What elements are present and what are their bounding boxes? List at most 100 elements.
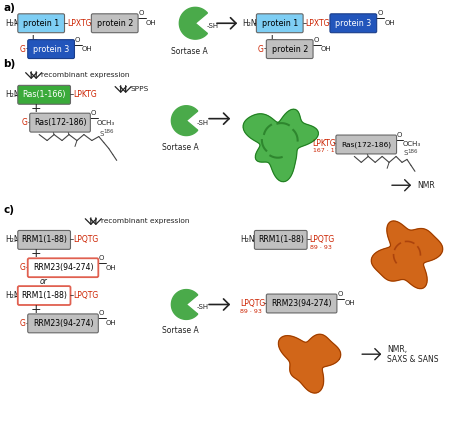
Text: –: – — [64, 19, 68, 28]
FancyBboxPatch shape — [266, 40, 313, 59]
Text: –: – — [70, 90, 74, 99]
Text: Ras(1-166): Ras(1-166) — [22, 90, 66, 99]
Text: S: S — [403, 151, 407, 156]
Text: H₂N: H₂N — [5, 90, 20, 99]
FancyBboxPatch shape — [28, 40, 74, 59]
FancyBboxPatch shape — [256, 14, 303, 33]
Text: SPPS: SPPS — [131, 86, 149, 92]
FancyBboxPatch shape — [28, 314, 98, 333]
Text: H₂N: H₂N — [242, 19, 256, 28]
Text: OH: OH — [384, 20, 395, 26]
Text: G: G — [19, 319, 25, 328]
Text: LPQTG: LPQTG — [73, 236, 98, 245]
FancyBboxPatch shape — [18, 286, 71, 305]
Text: OH: OH — [82, 46, 92, 52]
Text: c): c) — [3, 205, 14, 215]
Text: H₂N: H₂N — [240, 236, 255, 245]
Text: –: – — [90, 19, 94, 28]
Text: Sortase A: Sortase A — [162, 326, 199, 335]
FancyBboxPatch shape — [266, 294, 337, 313]
Text: –: – — [27, 118, 31, 127]
Text: or: or — [39, 277, 47, 286]
Text: –: – — [264, 45, 268, 54]
FancyBboxPatch shape — [330, 14, 377, 33]
Text: –: – — [302, 19, 307, 28]
Polygon shape — [172, 106, 198, 135]
Text: O: O — [397, 131, 402, 138]
Text: -SH: -SH — [197, 120, 209, 126]
Text: protein 3: protein 3 — [33, 45, 69, 54]
Text: O: O — [75, 37, 80, 43]
Text: OH: OH — [106, 320, 117, 326]
Text: OH: OH — [146, 20, 156, 26]
Text: O: O — [99, 310, 104, 316]
Text: -SH: -SH — [206, 23, 219, 29]
Text: NMR,: NMR, — [387, 345, 407, 354]
Text: Sortase A: Sortase A — [171, 47, 208, 56]
Text: protein 2: protein 2 — [272, 45, 308, 54]
Text: –: – — [25, 319, 29, 328]
Text: –: – — [264, 299, 268, 308]
FancyBboxPatch shape — [255, 231, 307, 249]
FancyBboxPatch shape — [30, 113, 91, 132]
Text: -SH: -SH — [197, 304, 209, 310]
Text: LPXTG: LPXTG — [306, 19, 330, 28]
FancyBboxPatch shape — [28, 258, 98, 277]
Text: protein 1: protein 1 — [262, 19, 298, 28]
Text: O: O — [91, 110, 96, 116]
Text: LPQTG: LPQTG — [310, 236, 335, 245]
Text: O: O — [138, 10, 144, 16]
Polygon shape — [278, 334, 341, 393]
Text: S: S — [100, 131, 104, 137]
Text: LPKTG: LPKTG — [312, 139, 337, 148]
Text: RRM23(94-274): RRM23(94-274) — [272, 299, 332, 308]
Text: 186: 186 — [407, 149, 418, 154]
Text: LPKTG: LPKTG — [73, 90, 97, 99]
Text: –: – — [328, 19, 333, 28]
Text: 89 · 93: 89 · 93 — [310, 245, 331, 250]
Text: OH: OH — [106, 265, 117, 271]
Text: RRM1(1-88): RRM1(1-88) — [21, 291, 67, 300]
Polygon shape — [179, 7, 208, 39]
Text: G: G — [19, 263, 25, 272]
Text: –: – — [25, 263, 29, 272]
Text: recombinant expression: recombinant expression — [101, 218, 189, 224]
Text: 186: 186 — [104, 129, 114, 134]
Text: O: O — [313, 37, 319, 43]
Text: +: + — [31, 303, 42, 316]
Text: O: O — [377, 10, 383, 16]
Text: OH: OH — [320, 46, 331, 52]
Text: RRM1(1-88): RRM1(1-88) — [258, 236, 304, 245]
Polygon shape — [371, 221, 443, 289]
Text: RRM1(1-88): RRM1(1-88) — [21, 236, 67, 245]
Text: LPQTG: LPQTG — [73, 291, 98, 300]
Text: protein 3: protein 3 — [335, 19, 372, 28]
FancyBboxPatch shape — [18, 14, 64, 33]
Text: 89 · 93: 89 · 93 — [240, 309, 262, 314]
Text: b): b) — [3, 59, 16, 69]
Text: +: + — [28, 33, 38, 46]
Text: Ras(172-186): Ras(172-186) — [341, 141, 392, 148]
Text: Sortase A: Sortase A — [162, 143, 199, 152]
Text: +: + — [266, 33, 277, 46]
Text: G: G — [19, 45, 25, 54]
Polygon shape — [243, 109, 319, 181]
Text: O: O — [99, 255, 104, 261]
Polygon shape — [172, 290, 198, 320]
Text: a): a) — [3, 4, 15, 13]
Text: G: G — [21, 118, 27, 127]
Text: Ras(172-186): Ras(172-186) — [34, 118, 86, 127]
Text: –: – — [70, 236, 74, 245]
Text: 167 · 171: 167 · 171 — [312, 148, 342, 153]
Text: –: – — [70, 291, 74, 300]
Text: LPXTG: LPXTG — [67, 19, 91, 28]
Text: OH: OH — [345, 300, 355, 307]
FancyBboxPatch shape — [18, 85, 71, 104]
Text: +: + — [31, 247, 42, 260]
Text: H₂N: H₂N — [5, 291, 20, 300]
Text: NMR: NMR — [417, 181, 435, 190]
Text: protein 1: protein 1 — [23, 19, 59, 28]
FancyBboxPatch shape — [18, 231, 71, 249]
Text: H₂N: H₂N — [5, 236, 20, 245]
Text: RRM23(94-274): RRM23(94-274) — [33, 263, 93, 272]
